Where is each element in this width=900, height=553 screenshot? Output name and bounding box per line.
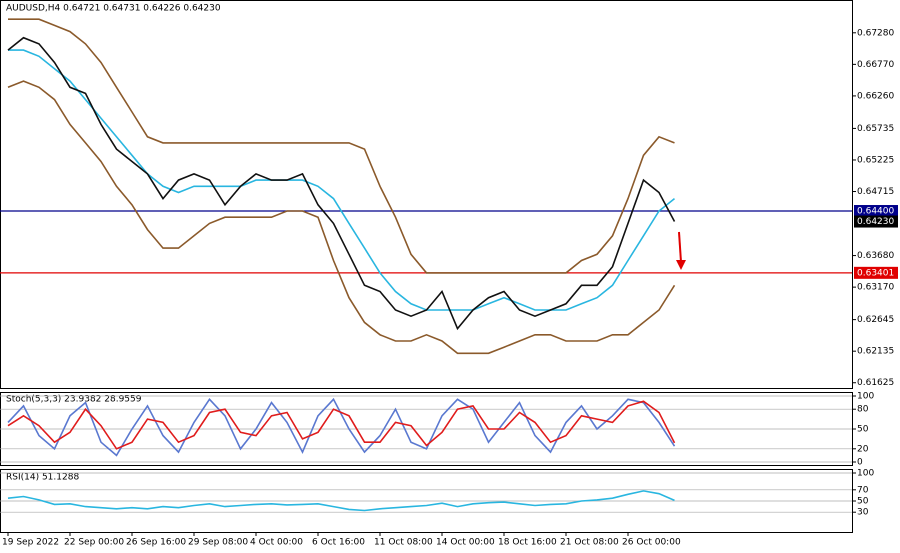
x-tick-label: 26 Sep 16:00 [126,538,186,548]
y-tick-label: 50 [857,425,869,435]
x-tick-label: 29 Sep 08:00 [188,538,248,548]
level-box [854,205,898,218]
series-line [7,80,676,355]
price-title: AUDUSD,H4 0.64721 0.64731 0.64226 0.6423… [6,4,221,14]
x-tick-label: 22 Sep 00:00 [64,538,124,548]
arrow-head [676,260,686,270]
y-tick-label: 0.66770 [857,60,894,70]
y-tick-label: 0.65225 [857,155,894,165]
series-line [7,490,675,512]
y-tick-label: 0.61625 [857,378,894,388]
x-tick-label: 6 Oct 16:00 [312,538,365,548]
y-tick-label: 20 [857,444,869,454]
stoch-title: Stoch(5,3,3) 23.9382 28.9559 [6,395,142,405]
y-tick-label: 0.64715 [857,187,894,197]
y-tick-label: 0.67280 [857,28,894,38]
y-tick-label: 70 [857,485,869,495]
y-tick-label: 0.63680 [857,251,894,261]
y-tick-label: 80 [857,405,869,415]
rsi-title: RSI(14) 51.1288 [6,473,79,483]
level-label: 0.64230 [857,217,894,227]
y-tick-label: 0.65735 [857,124,894,134]
level-box [854,266,898,279]
level-label: 0.63401 [857,268,894,278]
series-line [8,49,675,311]
level-box [854,215,898,228]
y-tick-label: 0 [857,458,863,468]
y-tick-label: 0.62135 [857,347,894,357]
y-tick-label: 50 [857,497,869,507]
x-tick-label: 14 Oct 00:00 [436,538,495,548]
x-tick-label: 18 Oct 16:00 [498,538,557,548]
y-tick-label: 0.62645 [857,315,894,325]
series-line [7,400,676,450]
x-tick-label: 21 Oct 08:00 [560,538,619,548]
x-tick-label: 19 Sep 2022 [2,538,59,548]
series-line [7,397,676,457]
y-tick-label: 0.63170 [857,283,894,293]
y-tick-label: 30 [857,508,869,518]
arrow [678,231,682,263]
series-line [8,18,675,274]
y-tick-label: 100 [857,469,874,479]
series-line [7,36,676,331]
x-tick-label: 11 Oct 08:00 [374,538,433,548]
x-tick-label: 4 Oct 00:00 [250,538,303,548]
level-label: 0.64400 [857,207,894,217]
y-tick-label: 0.66260 [857,91,894,101]
y-tick-label: 100 [857,392,874,402]
x-tick-label: 26 Oct 00:00 [622,538,681,548]
price-frame [0,0,853,389]
